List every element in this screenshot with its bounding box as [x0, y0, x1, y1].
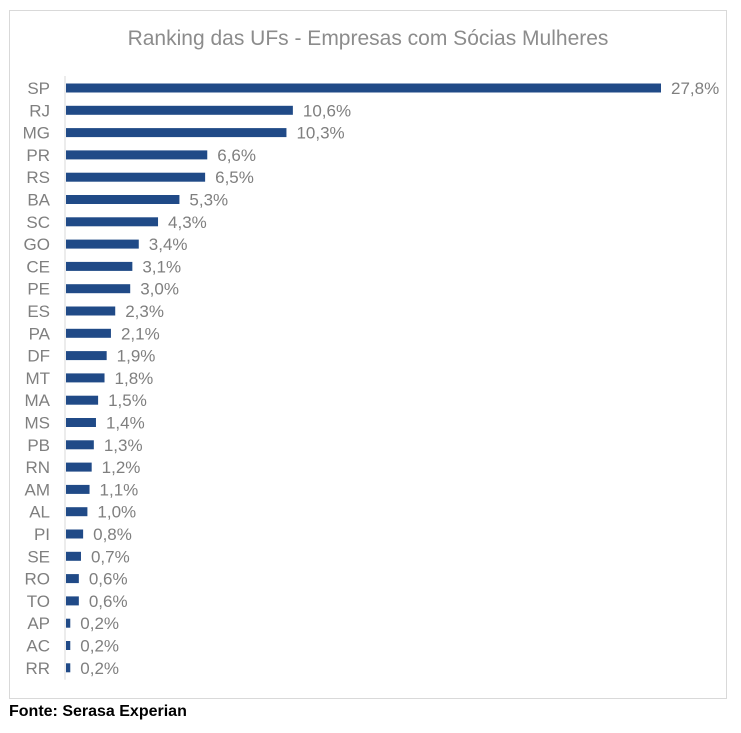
bar-pi — [66, 529, 84, 539]
bar-ma — [66, 395, 99, 405]
category-label-pa: PA — [29, 324, 51, 343]
value-label-al: 1,0% — [97, 503, 136, 522]
value-label-am: 1,1% — [100, 480, 139, 499]
bar-sc — [66, 217, 159, 227]
bar-pb — [66, 440, 94, 450]
bar-rj — [66, 105, 293, 115]
bar-pe — [66, 284, 131, 294]
bar-mg — [66, 128, 287, 138]
value-label-ba: 5,3% — [189, 191, 228, 210]
category-label-ac: AC — [26, 637, 50, 656]
value-label-df: 1,9% — [117, 347, 156, 366]
category-label-to: TO — [27, 592, 50, 611]
value-label-go: 3,4% — [149, 235, 188, 254]
value-label-pi: 0,8% — [93, 525, 132, 544]
category-label-es: ES — [27, 302, 50, 321]
bar-es — [66, 306, 116, 316]
value-label-se: 0,7% — [91, 547, 130, 566]
bar-df — [66, 351, 107, 361]
value-label-ma: 1,5% — [108, 391, 147, 410]
bar-ms — [66, 418, 96, 427]
category-label-pe: PE — [27, 280, 50, 299]
bar-rn — [66, 462, 92, 472]
category-label-ba: BA — [27, 191, 50, 210]
bar-mt — [66, 373, 105, 383]
category-label-ma: MA — [25, 391, 51, 410]
category-label-rn: RN — [25, 458, 50, 477]
chart-title: Ranking das UFs - Empresas com Sócias Mu… — [127, 27, 609, 50]
category-label-se: SE — [27, 547, 50, 566]
value-label-rn: 1,2% — [102, 458, 141, 477]
value-label-sc: 4,3% — [168, 213, 207, 232]
bar-ba — [66, 195, 180, 204]
category-label-ce: CE — [26, 257, 50, 276]
bar-pa — [66, 328, 111, 338]
category-label-rj: RJ — [29, 101, 50, 120]
category-label-rr: RR — [25, 659, 50, 678]
value-label-mg: 10,3% — [296, 124, 344, 143]
category-label-mt: MT — [25, 369, 50, 388]
bar-ac — [66, 641, 71, 650]
bar-al — [66, 507, 88, 517]
bar-sp — [66, 83, 661, 93]
bar-rr — [66, 663, 71, 673]
category-label-df: DF — [27, 347, 50, 366]
category-label-pb: PB — [27, 436, 50, 455]
category-label-mg: MG — [23, 124, 50, 143]
category-label-rs: RS — [26, 168, 50, 187]
bar-to — [66, 596, 79, 606]
value-label-pa: 2,1% — [121, 324, 160, 343]
value-label-ms: 1,4% — [106, 414, 145, 433]
category-label-go: GO — [24, 235, 50, 254]
value-label-rj: 10,6% — [303, 101, 351, 120]
value-label-pr: 6,6% — [217, 146, 256, 165]
category-label-pi: PI — [34, 525, 50, 544]
value-label-sp: 27,8% — [671, 79, 719, 98]
category-label-ms: MS — [25, 414, 51, 433]
bar-ce — [66, 261, 133, 271]
bar-se — [66, 551, 81, 561]
bar-am — [66, 484, 90, 494]
value-label-to: 0,6% — [89, 592, 128, 611]
bar-ap — [66, 618, 71, 628]
value-label-rr: 0,2% — [80, 659, 119, 678]
value-label-es: 2,3% — [125, 302, 164, 321]
value-label-rs: 6,5% — [215, 168, 254, 187]
value-label-ro: 0,6% — [89, 570, 128, 589]
value-label-ce: 3,1% — [142, 257, 181, 276]
source-note: Fonte: Serasa Experian — [9, 703, 187, 720]
bar-pr — [66, 150, 208, 160]
bar-go — [66, 239, 139, 249]
value-label-pe: 3,0% — [140, 280, 179, 299]
value-label-mt: 1,8% — [115, 369, 154, 388]
category-label-al: AL — [29, 503, 50, 522]
bar-rs — [66, 172, 206, 182]
category-label-ro: RO — [25, 570, 51, 589]
value-label-pb: 1,3% — [104, 436, 143, 455]
value-label-ap: 0,2% — [80, 614, 119, 633]
category-label-am: AM — [25, 480, 51, 499]
category-label-sp: SP — [27, 79, 50, 98]
bar-ro — [66, 574, 79, 584]
chart-frame: Ranking das UFs - Empresas com Sócias Mu… — [9, 10, 727, 699]
value-label-ac: 0,2% — [80, 637, 119, 656]
category-label-sc: SC — [26, 213, 50, 232]
category-label-ap: AP — [27, 614, 50, 633]
category-label-pr: PR — [26, 146, 50, 165]
